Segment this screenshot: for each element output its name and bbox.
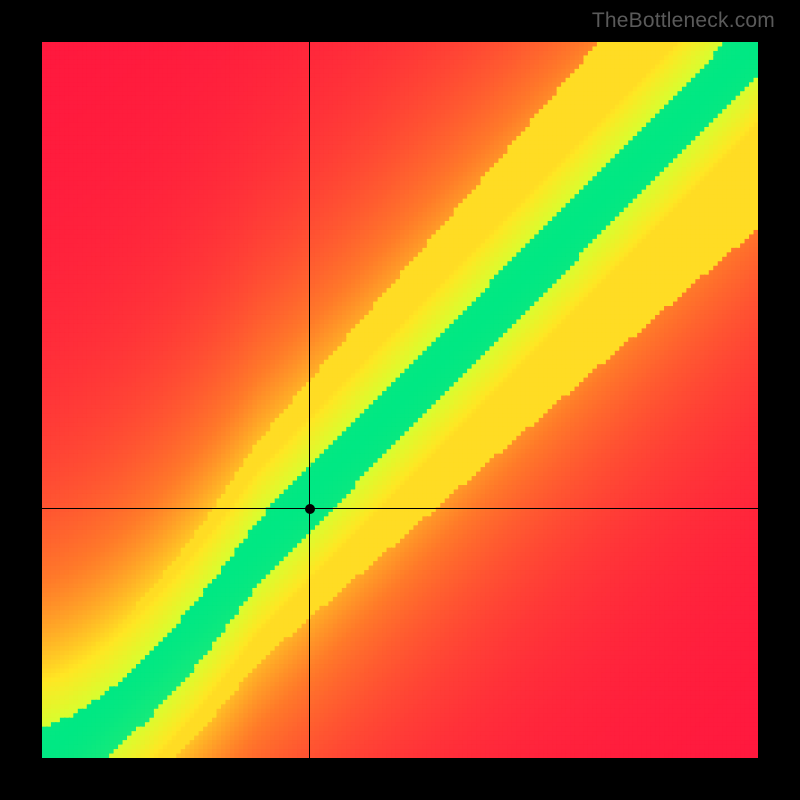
- plot-area: [42, 42, 758, 758]
- bottleneck-heatmap: [42, 42, 758, 758]
- crosshair-vertical: [309, 42, 310, 758]
- watermark-text: TheBottleneck.com: [592, 9, 775, 33]
- selection-marker-dot: [305, 504, 315, 514]
- crosshair-horizontal: [42, 508, 758, 509]
